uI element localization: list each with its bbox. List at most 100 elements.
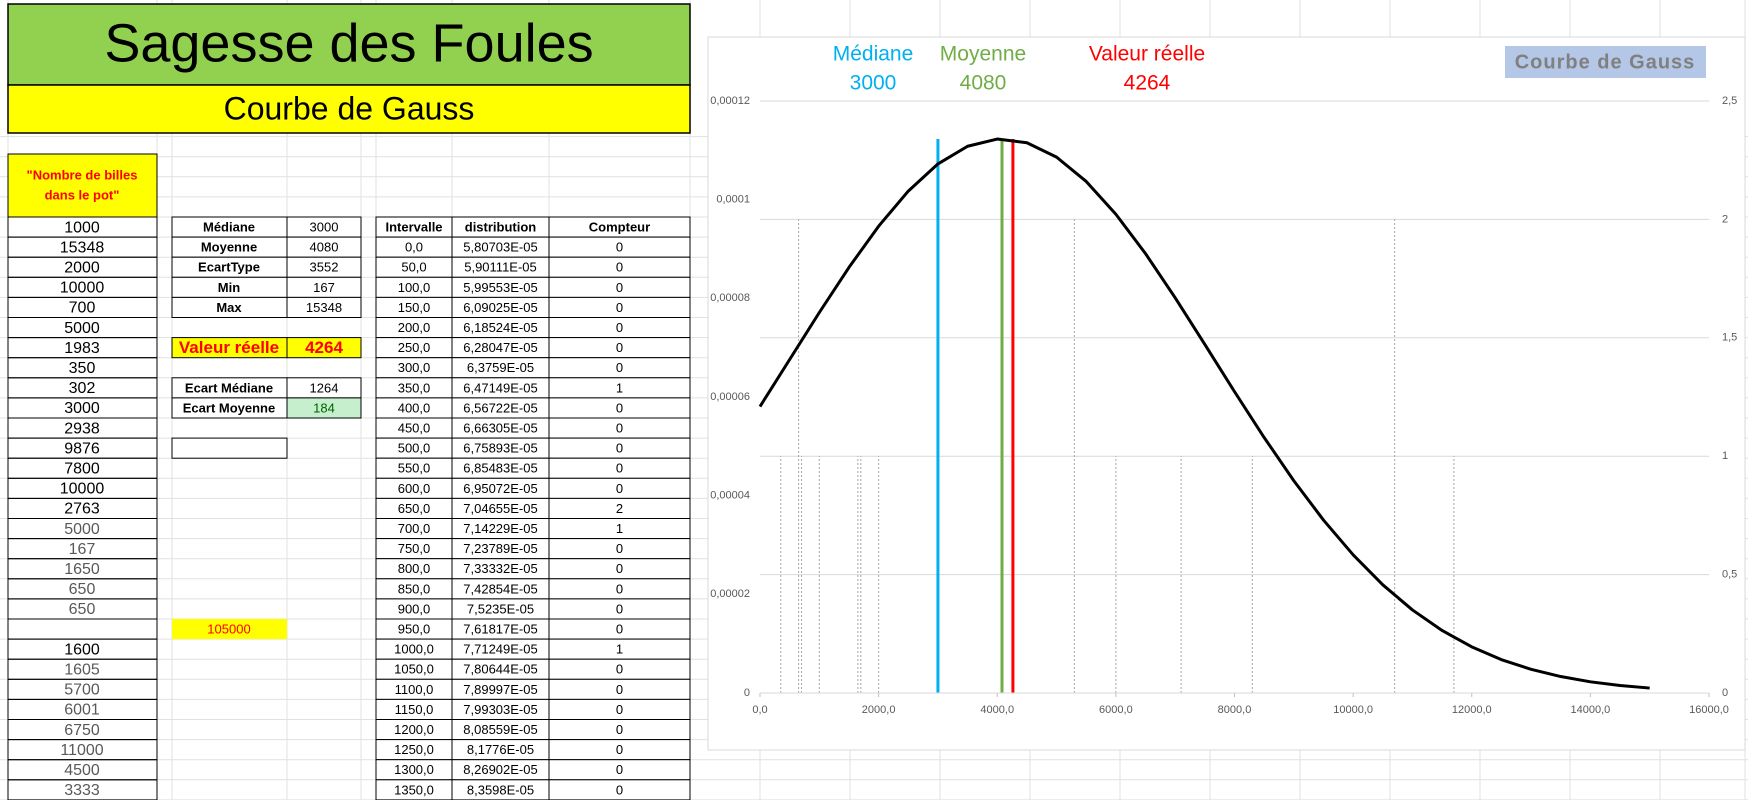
- dist-value: 7,23789E-05: [463, 541, 537, 556]
- y-tick-label: 0,00004: [710, 490, 750, 502]
- chart: 0 0,5 1 1,5 2 2,5 0 0,00002 0,00004 0,00006 0,0000…: [707, 36, 1746, 751]
- guess-value: 2763: [64, 501, 100, 518]
- dist-value: 500,0: [398, 441, 431, 456]
- chart-title-box: [1505, 46, 1706, 78]
- dist-value: 7,61817E-05: [463, 621, 537, 636]
- x-tick-label: 6000,0: [1099, 704, 1133, 716]
- dist-value: 600,0: [398, 481, 431, 496]
- dist-value: 150,0: [398, 300, 431, 315]
- guess-value: 10000: [60, 280, 105, 297]
- dist-value: 1050,0: [394, 662, 434, 677]
- dist-value: 0: [616, 702, 623, 717]
- dist-value: 0: [616, 662, 623, 677]
- guess-value: 1650: [64, 561, 100, 578]
- dist-value: 350,0: [398, 380, 431, 395]
- dist-value: 6,47149E-05: [463, 380, 537, 395]
- x-tick-label: 2000,0: [862, 704, 896, 716]
- dist-value: 0: [616, 621, 623, 636]
- dist-header: Compteur: [589, 219, 650, 234]
- marker-name: Médiane: [833, 43, 914, 66]
- dist-value: 0: [616, 601, 623, 616]
- guess-value: 6001: [64, 702, 100, 719]
- guess-value: 7800: [64, 460, 100, 477]
- dist-value: 0: [616, 260, 623, 275]
- y2-tick-label: 1: [1722, 450, 1728, 462]
- guess-value: 5000: [64, 320, 100, 337]
- dist-value: 6,28047E-05: [463, 340, 537, 355]
- guess-value: 3333: [64, 782, 100, 799]
- guess-value: 1983: [64, 340, 100, 357]
- y2-tick-label: 0,5: [1722, 569, 1737, 581]
- guess-value: 1605: [64, 661, 100, 678]
- gap-value: 184: [313, 400, 335, 415]
- marker-name: Moyenne: [940, 43, 1026, 66]
- x-tick-label: 8000,0: [1218, 704, 1252, 716]
- dist-value: 100,0: [398, 280, 431, 295]
- dist-value: 950,0: [398, 621, 431, 636]
- y-tick-label: 0,00002: [710, 588, 750, 600]
- dist-value: 750,0: [398, 541, 431, 556]
- stat-label: Médiane: [203, 219, 255, 234]
- dist-value: 1300,0: [394, 762, 434, 777]
- dist-value: 850,0: [398, 581, 431, 596]
- extra-value: 105000: [207, 621, 250, 636]
- dist-value: 800,0: [398, 561, 431, 576]
- guess-value: 6750: [64, 722, 100, 739]
- dist-value: 0: [616, 280, 623, 295]
- gap-label: Ecart Moyenne: [183, 400, 275, 415]
- guess-value: 15348: [60, 239, 105, 256]
- dist-value: 1150,0: [395, 702, 434, 717]
- dist-value: 8,26902E-05: [463, 762, 537, 777]
- dist-value: 1350,0: [394, 782, 434, 797]
- dist-value: 8,1776E-05: [467, 742, 534, 757]
- column-header: "Nombre de billes: [27, 167, 138, 182]
- real-value-value: 4264: [305, 338, 343, 357]
- gap-value-cell: [286, 397, 362, 419]
- gauss-curve: [758, 137, 1650, 690]
- x-tick-label: 0,0: [752, 704, 767, 716]
- gap-value: 1264: [310, 380, 339, 395]
- dist-value: 300,0: [398, 360, 431, 375]
- dist-value: 0: [616, 300, 623, 315]
- real-value-label: Valeur réelle: [179, 338, 279, 357]
- stat-value: 15348: [306, 300, 342, 315]
- dist-header: Intervalle: [385, 219, 442, 234]
- chart-title: Courbe de Gauss: [1515, 51, 1696, 73]
- dist-value: 0,0: [405, 240, 423, 255]
- dist-value: 400,0: [398, 400, 431, 415]
- guess-value: 1600: [64, 641, 100, 658]
- y2-tick-label: 1,5: [1722, 332, 1737, 344]
- guess-value: 650: [69, 581, 96, 598]
- dist-value: 7,14229E-05: [463, 521, 537, 536]
- dist-value: 900,0: [398, 601, 431, 616]
- dist-value: 0: [616, 541, 623, 556]
- empty-cell: [171, 437, 288, 459]
- guess-value: 10000: [60, 481, 105, 498]
- real-value-value-cell: [286, 337, 362, 359]
- dist-value: 1: [616, 642, 623, 657]
- x-tick-label: 14000,0: [1570, 704, 1610, 716]
- dist-value: 0: [616, 420, 623, 435]
- dist-value: 0: [616, 461, 623, 476]
- y2-tick-label: 2: [1722, 213, 1728, 225]
- dist-value: 250,0: [398, 340, 431, 355]
- column-header: dans le pot": [45, 187, 120, 202]
- dist-value: 0: [616, 481, 623, 496]
- column-header-cell: [7, 153, 158, 218]
- dist-value: 0: [616, 360, 623, 375]
- dist-value: 550,0: [398, 461, 431, 476]
- dist-value: 7,5235E-05: [467, 601, 534, 616]
- dist-value: 6,56722E-05: [463, 400, 537, 415]
- dist-value: 5,90111E-05: [464, 260, 537, 275]
- y-tick-label: 0,00006: [710, 391, 750, 403]
- dist-value: 0: [616, 240, 623, 255]
- dist-value: 0: [616, 581, 623, 596]
- gap-label: Ecart Médiane: [185, 380, 273, 395]
- marker-value: 3000: [850, 72, 897, 95]
- dist-value: 650,0: [398, 501, 431, 516]
- dist-value: 200,0: [398, 320, 431, 335]
- y-tick-label: 0,00012: [710, 95, 750, 107]
- guess-value: 11000: [60, 742, 103, 759]
- dist-value: 0: [616, 561, 623, 576]
